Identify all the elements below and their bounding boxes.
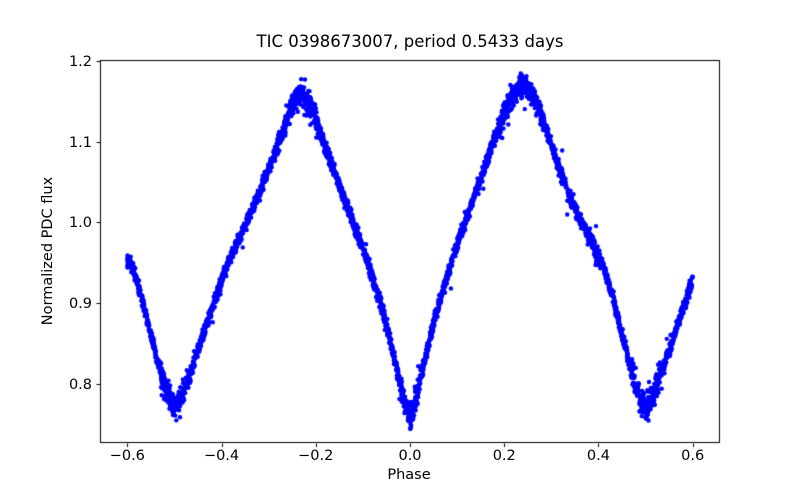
y-tick-label: 1.0: [68, 215, 92, 232]
x-tick-label: −0.4: [203, 448, 240, 464]
y-tick-label: 1.2: [68, 53, 92, 70]
x-tick-label: −0.6: [109, 448, 145, 464]
y-tick-label: 0.8: [68, 376, 92, 393]
x-axis-label: Phase: [387, 467, 431, 483]
y-tick-label: 1.1: [68, 134, 92, 151]
x-tick-label: −0.2: [298, 448, 334, 464]
chart-title: TIC 0398673007, period 0.5433 days: [256, 32, 564, 51]
x-tick-label: 0.6: [681, 448, 705, 464]
y-tick-label: 0.9: [68, 295, 92, 312]
x-tick-label: 0.2: [492, 448, 516, 464]
x-tick-label: 0.4: [586, 448, 610, 464]
x-tick-label: 0.0: [398, 448, 422, 464]
y-axis-label: Normalized PDC flux: [39, 176, 56, 326]
